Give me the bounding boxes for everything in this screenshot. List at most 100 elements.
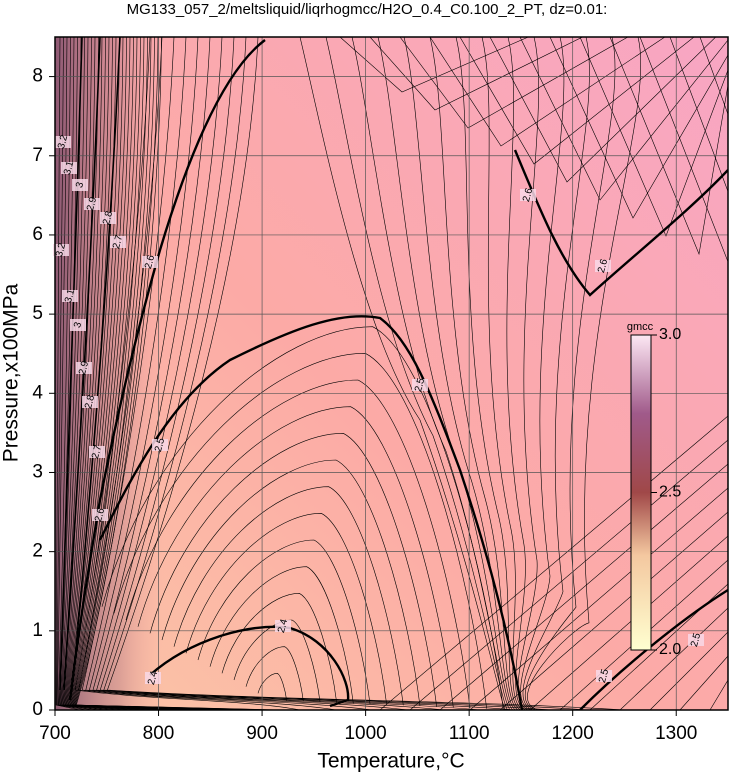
contour-label: 2.6 [596,257,610,274]
colorbar [630,334,652,651]
grid [55,37,728,710]
thin-contour [403,37,516,710]
y-tick-label: 0 [32,699,43,720]
thin-contour [469,487,728,710]
thin-contour [125,379,471,709]
thin-contour [728,710,734,728]
thin-contour [73,37,256,710]
thin-contour [60,37,130,710]
y-tick-label: 7 [32,145,43,166]
colorbar-tick-label: 2.0 [659,641,681,658]
x-tick-label: 700 [39,723,71,744]
x-tick-label: 800 [143,723,175,744]
thin-contour [55,37,81,710]
thin-contour [489,37,717,183]
contour-label: 3.1 [62,159,76,176]
y-tick-label: 1 [32,620,43,641]
thin-contour [439,463,728,710]
contour-label: 2.9 [77,359,91,376]
y-tick-label: 8 [32,66,43,87]
thin-contour [459,37,695,165]
thin-contour [579,37,728,237]
thin-contour [649,631,728,710]
contour-label: 3.2 [56,133,70,150]
thin-contour [351,37,511,710]
thin-contour [74,37,270,710]
dense-contour [63,37,101,691]
contour-label: 2.6 [521,186,535,203]
contour-label: 2.5 [597,667,611,684]
thin-contour [379,415,728,710]
contour-label-bg [62,290,78,302]
thin-contour [709,679,728,710]
contour-label: 2.5 [153,436,167,453]
thin-contour [455,37,521,710]
contour-label-bg [82,396,98,408]
thin-contour [113,352,487,709]
contour-label: 2.4 [276,617,290,634]
thin-contour [64,37,165,710]
contour-label: 3 [74,181,86,190]
thin-contour [78,37,337,710]
plot-frame [54,36,729,711]
contour-label-bg [61,162,77,174]
contour-label: 3.1 [63,287,77,304]
thin-contour [71,37,242,710]
contour-label-bg [55,136,71,148]
contour-line [68,39,266,701]
thin-contour [299,37,506,710]
thin-contour [339,37,530,93]
thin-contour [106,37,625,710]
thin-contour [727,160,728,161]
contour-label: 2.5 [413,376,427,393]
thin-contour [149,432,437,707]
contour-label: 3 [72,321,84,330]
contour-label-bg [688,634,704,646]
contour-line [98,315,524,710]
thin-contour [103,37,589,710]
x-tick-label: 1100 [449,723,490,744]
thin-contour [197,539,371,705]
x-axis-label: Temperature,°C [317,750,464,773]
thin-contour [74,37,301,710]
thin-contour [529,535,728,710]
contour-label-bg [92,509,108,521]
contour-label: 2.8 [83,393,97,410]
colorbar-label: gmcc [627,321,654,333]
contour-label-bg [110,236,126,248]
thin-contour [429,37,666,147]
contour-label: 2.9 [85,195,99,212]
contour-label-bg [142,256,158,268]
y-tick-label: 4 [32,382,43,403]
thin-contour [377,37,514,710]
thin-contour [137,406,454,708]
thin-contour [62,37,151,710]
contour-label-bg [76,362,92,374]
thin-contour [209,566,354,704]
thin-contour [68,37,214,710]
thin-contour [399,37,629,129]
thin-contour [70,37,228,710]
contour-label-bg [596,670,612,682]
contour-label: 2.7 [90,443,104,460]
thin-contour [369,37,584,111]
x-tick-label: 1200 [552,723,594,744]
thin-contour [506,37,526,710]
contour-label-bg [53,244,69,256]
contour-label: 2.5 [689,631,703,648]
thin-contour [161,459,421,707]
thin-contour [549,37,728,219]
thin-contour [72,37,249,710]
contour-label-bg [412,379,428,391]
thin-contour [429,37,519,710]
thin-contour [524,37,616,710]
thin-contour [245,646,304,702]
thin-contour [669,37,728,193]
thin-contour [59,37,123,710]
contour-label: 2.8 [101,209,115,226]
dense-contour [71,37,121,691]
thin-contour [639,37,728,263]
thin-contour [81,37,373,710]
thin-contour [522,37,590,710]
